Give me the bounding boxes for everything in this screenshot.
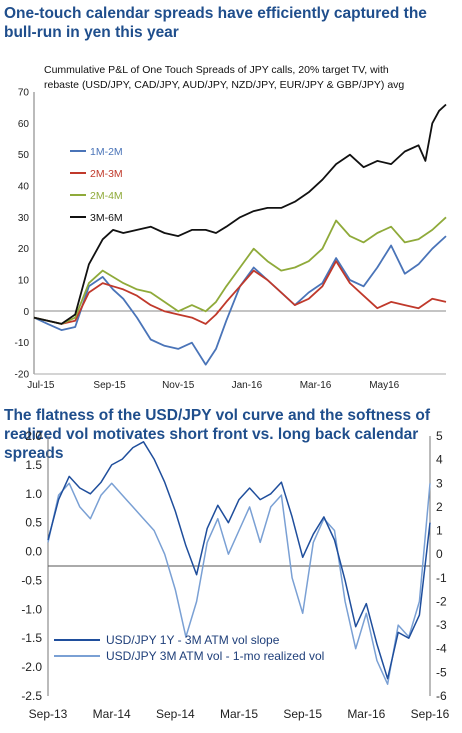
- vol-left-tick-label: 1.5: [25, 458, 42, 472]
- vol-legend-label: USD/JPY 1Y - 3M ATM vol slope: [106, 633, 280, 647]
- vol-left-tick-label: -0.5: [21, 573, 42, 587]
- vol-series-line-left: [47, 441, 431, 680]
- vol-left-tick-label: -2.5: [21, 689, 42, 703]
- vol-legend: USD/JPY 1Y - 3M ATM vol slope USD/JPY 3M …: [54, 633, 324, 663]
- vol-right-tick-label: 4: [436, 453, 443, 467]
- top-headline: One-touch calendar spreads have efficien…: [4, 5, 427, 41]
- vol-left-tick-label: -1.5: [21, 631, 42, 645]
- pnl-chart-title-line-2: rebaste (USD/JPY, CAD/JPY, AUD/JPY, NZD/…: [44, 79, 404, 91]
- pnl-y-tick-label: 50: [18, 150, 30, 161]
- pnl-y-tick-label: 30: [18, 213, 30, 224]
- pnl-legend-label: 2M-4M: [90, 190, 123, 202]
- pnl-series-line-3m-6m: [33, 103, 447, 325]
- vol-right-tick-label: -1: [436, 571, 447, 585]
- pnl-series-line-1m-2m: [33, 235, 447, 366]
- vol-right-tick-label: -2: [436, 594, 447, 608]
- vol-chart: 2.0 1.5 1.0 0.5 0.0 -0.5 -1.0 -1.5 -2.0 -2.5 5 4 3 2…: [21, 429, 450, 721]
- vol-series-group: [47, 441, 431, 685]
- vol-x-tick-label: Mar-16: [347, 707, 385, 721]
- vol-left-tick-label: -1.0: [21, 602, 42, 616]
- pnl-y-tick-label: 10: [18, 276, 30, 287]
- pnl-y-ticks: -20 -10 0 10 20 30 40 50 60 70: [15, 88, 30, 381]
- pnl-series-group: [33, 103, 447, 366]
- vol-right-tick-label: -3: [436, 618, 447, 632]
- pnl-y-tick-label: 60: [18, 119, 30, 130]
- pnl-x-tick-label: Mar-16: [300, 380, 332, 391]
- vol-right-tick-label: -4: [436, 642, 447, 656]
- vol-x-tick-label: Mar-14: [93, 707, 131, 721]
- pnl-x-tick-label: Sep-15: [93, 380, 126, 391]
- vol-x-tick-label: Sep-15: [283, 707, 322, 721]
- pnl-y-tick-label: 20: [18, 244, 30, 255]
- pnl-x-tick-label: May16: [369, 380, 399, 391]
- pnl-chart-title-line-1: Cummulative P&L of One Touch Spreads of …: [44, 64, 389, 76]
- vol-right-tick-label: -5: [436, 665, 447, 679]
- pnl-legend: 1M-2M 2M-3M 2M-4M 3M-6M: [70, 146, 123, 224]
- vol-right-tick-label: 1: [436, 524, 443, 538]
- vol-legend-label: USD/JPY 3M ATM vol - 1-mo realized vol: [106, 649, 324, 663]
- pnl-y-tick-label: 0: [23, 307, 29, 318]
- pnl-legend-label: 1M-2M: [90, 146, 123, 158]
- pnl-x-tick-label: Nov-15: [162, 380, 195, 391]
- pnl-legend-label: 3M-6M: [90, 212, 123, 224]
- pnl-legend-label: 2M-3M: [90, 168, 123, 180]
- pnl-series-line-2m-4m: [33, 216, 447, 325]
- vol-x-tick-label: Sep-14: [156, 707, 195, 721]
- vol-series-line-right: [47, 482, 431, 685]
- vol-right-tick-label: -6: [436, 689, 447, 703]
- pnl-x-tick-label: Jan-16: [232, 380, 263, 391]
- bottom-headline: The flatness of the USD/JPY vol curve an…: [4, 407, 431, 462]
- vol-right-ticks: 5 4 3 2 1 0 -1 -2 -3 -4 -5 -6: [436, 429, 447, 703]
- vol-right-tick-label: 3: [436, 476, 443, 490]
- pnl-y-tick-label: -10: [15, 338, 30, 349]
- pnl-chart: Cummulative P&L of One Touch Spreads of …: [15, 64, 447, 391]
- vol-right-tick-label: 2: [436, 500, 443, 514]
- vol-right-tick-label: 0: [436, 547, 443, 561]
- pnl-y-tick-label: 40: [18, 182, 30, 193]
- pnl-y-tick-label: -20: [15, 370, 30, 381]
- pnl-y-tick-label: 70: [18, 88, 30, 99]
- vol-left-ticks: 2.0 1.5 1.0 0.5 0.0 -0.5 -1.0 -1.5 -2.0 -2.5: [21, 429, 42, 703]
- vol-right-tick-label: 5: [436, 429, 443, 443]
- vol-left-tick-label: 0.5: [25, 516, 42, 530]
- vol-x-tick-label: Mar-15: [220, 707, 258, 721]
- pnl-x-tick-label: Jul-15: [27, 380, 55, 391]
- vol-x-ticks: Sep-13 Mar-14 Sep-14 Mar-15 Sep-15 Mar-16 Sep-…: [29, 707, 450, 721]
- vol-left-tick-label: 2.0: [25, 429, 42, 443]
- vol-left-tick-label: -2.0: [21, 660, 42, 674]
- vol-left-tick-label: 0.0: [25, 545, 42, 559]
- pnl-x-ticks: Jul-15 Sep-15 Nov-15 Jan-16 Mar-16 May16: [27, 380, 399, 391]
- vol-x-tick-label: Sep-13: [29, 707, 68, 721]
- vol-left-tick-label: 1.0: [25, 487, 42, 501]
- vol-x-tick-label: Sep-16: [411, 707, 450, 721]
- pnl-series-line-2m-3m: [33, 260, 447, 325]
